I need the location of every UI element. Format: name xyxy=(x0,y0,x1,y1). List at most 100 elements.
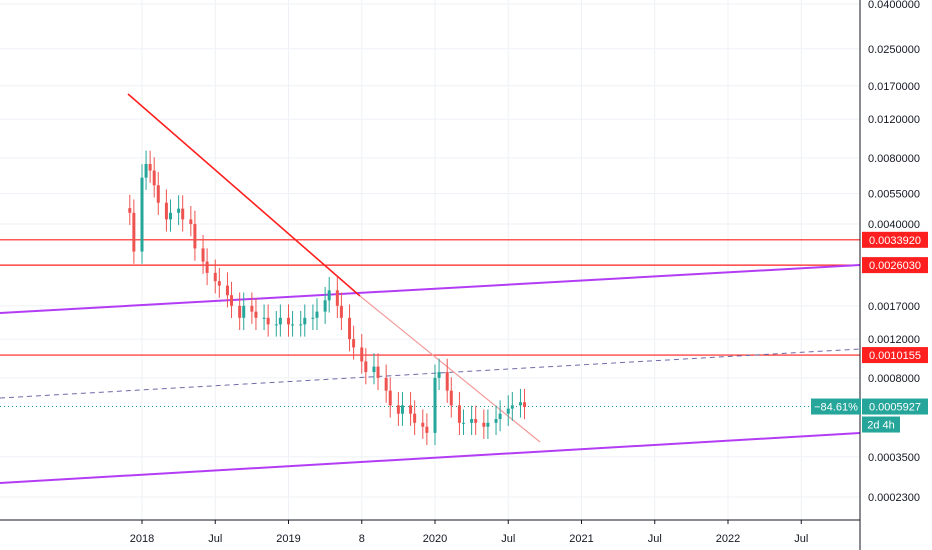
candle-body[interactable] xyxy=(230,295,234,306)
lower-channel-line[interactable] xyxy=(0,432,861,484)
candle-body[interactable] xyxy=(437,372,441,378)
candle-body[interactable] xyxy=(152,170,156,186)
descending-trend-line-extension[interactable] xyxy=(359,295,541,443)
price-level-tag-label: 0.0010155 xyxy=(869,350,921,362)
candle-body[interactable] xyxy=(388,390,392,406)
candle-body[interactable] xyxy=(384,377,388,391)
candle-body[interactable] xyxy=(140,177,144,252)
candle-body[interactable] xyxy=(376,366,380,378)
time-tick-label: 2021 xyxy=(569,533,593,545)
candle-body[interactable] xyxy=(457,405,461,423)
candle-body[interactable] xyxy=(409,405,413,414)
candle-body[interactable] xyxy=(323,300,327,312)
candle-body[interactable] xyxy=(425,426,429,433)
candle-body[interactable] xyxy=(189,219,193,225)
candle-body[interactable] xyxy=(510,405,514,409)
candle-body[interactable] xyxy=(474,419,478,423)
price-level-tag-label: 0.0026030 xyxy=(869,260,921,272)
candle-body[interactable] xyxy=(445,372,449,391)
candle-body[interactable] xyxy=(262,317,266,319)
candle-body[interactable] xyxy=(360,347,364,362)
candle-body[interactable] xyxy=(177,208,181,213)
time-tick-label: 2022 xyxy=(716,533,740,545)
candle-body[interactable] xyxy=(254,311,258,318)
time-tick-label: Jul xyxy=(648,533,662,545)
candle-body[interactable] xyxy=(205,261,209,273)
time-tick-label: 2019 xyxy=(276,533,300,545)
candles xyxy=(128,150,527,446)
candle-body[interactable] xyxy=(291,324,295,326)
candle-body[interactable] xyxy=(335,290,339,306)
candle-body[interactable] xyxy=(148,163,152,171)
price-tick-label: 0.0012000 xyxy=(868,334,920,346)
current-price-tag[interactable] xyxy=(862,398,928,415)
price-tick-label: 0.0008000 xyxy=(868,373,920,385)
candle-body[interactable] xyxy=(168,212,172,220)
candle-body[interactable] xyxy=(498,413,502,420)
candle-body[interactable] xyxy=(299,324,303,326)
candle-body[interactable] xyxy=(421,422,425,427)
candle-body[interactable] xyxy=(242,305,246,318)
candle-body[interactable] xyxy=(413,413,417,423)
candle-body[interactable] xyxy=(400,405,404,414)
candle-body[interactable] xyxy=(225,285,229,296)
candle-body[interactable] xyxy=(506,408,510,414)
descending-trend-line[interactable] xyxy=(127,93,361,297)
candle-body[interactable] xyxy=(238,305,242,318)
candle-body[interactable] xyxy=(339,305,343,318)
candle-body[interactable] xyxy=(470,419,474,423)
candle-body[interactable] xyxy=(303,317,307,325)
candle-body[interactable] xyxy=(278,317,282,325)
candle-body[interactable] xyxy=(201,248,205,262)
candle-body[interactable] xyxy=(181,208,185,220)
candle-body[interactable] xyxy=(311,317,315,319)
candle-body[interactable] xyxy=(164,202,168,220)
candle-body[interactable] xyxy=(433,377,437,433)
price-tick-label: 0.0250000 xyxy=(868,44,920,56)
candle-body[interactable] xyxy=(193,224,197,249)
price-level-tag[interactable] xyxy=(862,231,928,248)
candle-body[interactable] xyxy=(274,324,278,326)
candle-body[interactable] xyxy=(396,405,400,414)
candle-body[interactable] xyxy=(372,366,376,373)
price-tick-label: 0.0003500 xyxy=(868,452,920,464)
candle-body[interactable] xyxy=(217,281,221,286)
time-tick-label: Jul xyxy=(208,533,222,545)
price-level-tag[interactable] xyxy=(862,257,928,274)
candle-body[interactable] xyxy=(352,339,356,348)
price-tick-label: 0.0055000 xyxy=(868,189,920,201)
candle-body[interactable] xyxy=(132,212,136,252)
price-tags: 0.0033920 0.0026030 0.0010155 −84.61% 0.0005… xyxy=(811,231,928,433)
price-level-tag[interactable] xyxy=(862,347,928,364)
time-tick-label: 2020 xyxy=(423,533,447,545)
candle-body[interactable] xyxy=(461,422,465,424)
price-tick-label: 0.0080000 xyxy=(868,153,920,165)
candle-body[interactable] xyxy=(348,317,352,340)
time-tick-label: Jul xyxy=(501,533,515,545)
candle-body[interactable] xyxy=(523,402,527,407)
candle-body[interactable] xyxy=(482,422,486,427)
drawing-tools xyxy=(0,93,861,484)
price-tick-label: 0.0170000 xyxy=(868,81,920,93)
candle-body[interactable] xyxy=(518,402,522,406)
candle-body[interactable] xyxy=(449,390,453,406)
candle-body[interactable] xyxy=(315,311,319,318)
price-level-tag-label: 0.0033920 xyxy=(869,235,921,247)
candle-body[interactable] xyxy=(156,185,160,203)
candle-body[interactable] xyxy=(266,317,270,325)
candle-body[interactable] xyxy=(486,422,490,427)
candle-body[interactable] xyxy=(250,305,254,312)
candle-body[interactable] xyxy=(144,163,148,178)
current-price-label: 0.0005927 xyxy=(869,402,921,414)
upper-channel-line[interactable] xyxy=(0,264,861,314)
candle-body[interactable] xyxy=(364,361,368,373)
candle-body[interactable] xyxy=(213,272,217,282)
candle-body[interactable] xyxy=(128,208,132,213)
percent-change-label: −84.61% xyxy=(814,402,858,414)
price-tick-label: 0.0120000 xyxy=(868,114,920,126)
candle-body[interactable] xyxy=(494,419,498,423)
candle-body[interactable] xyxy=(287,317,290,325)
candle-body[interactable] xyxy=(327,290,331,301)
candle-countdown-label: 2d 4h xyxy=(867,420,895,432)
